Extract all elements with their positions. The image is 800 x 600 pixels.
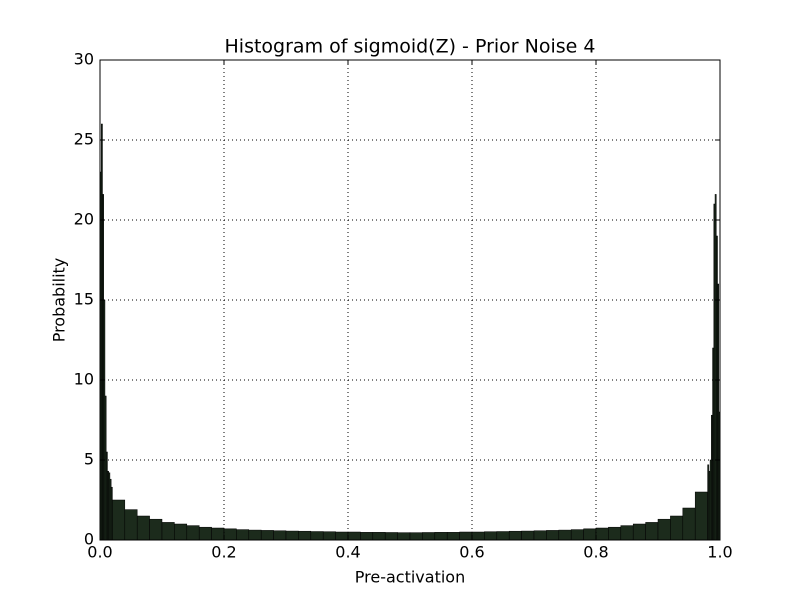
bar [285, 530, 299, 541]
bar [136, 515, 150, 541]
bar [608, 526, 622, 541]
bar [112, 499, 126, 541]
bar [570, 529, 584, 541]
bar [484, 531, 498, 541]
bar [397, 532, 411, 541]
bar [694, 491, 708, 541]
bar [670, 515, 684, 541]
bar [124, 509, 138, 541]
chart-title: Histogram of sigmoid(Z) - Prior Noise 4 [225, 36, 596, 58]
x-tick-label: 1.0 [707, 543, 732, 562]
bar [384, 532, 398, 541]
bar [459, 531, 473, 541]
bar [496, 531, 510, 541]
bar [620, 525, 634, 541]
x-tick-label: 0.4 [335, 543, 360, 562]
y-axis-label: Probability [50, 258, 69, 343]
bar [521, 530, 535, 541]
bar [471, 531, 485, 541]
bar [645, 522, 659, 541]
y-tick-label: 20 [74, 210, 94, 229]
bar [546, 530, 560, 541]
x-tick-label: 0.0 [87, 543, 112, 562]
bar [347, 531, 361, 541]
bar [446, 532, 460, 541]
bar [149, 518, 163, 541]
y-tick-label: 30 [74, 50, 94, 69]
bar [298, 530, 312, 541]
bar [360, 532, 374, 541]
x-axis-label: Pre-activation [355, 568, 465, 587]
bar [558, 529, 572, 541]
bar [322, 531, 336, 541]
bar [174, 523, 188, 541]
plot-frame [99, 59, 721, 541]
bar [260, 530, 274, 541]
bar [422, 532, 436, 541]
bar [161, 522, 175, 541]
bar [434, 532, 448, 541]
bar [273, 530, 287, 541]
bar [533, 530, 547, 541]
bar [198, 526, 212, 541]
bar [335, 531, 349, 541]
x-tick-label: 0.6 [459, 543, 484, 562]
bar [508, 530, 522, 541]
bar [223, 528, 237, 541]
bar [310, 531, 324, 541]
y-tick-label: 0 [84, 530, 94, 549]
x-tick-label: 0.2 [211, 543, 236, 562]
bar [186, 525, 200, 541]
bar [595, 527, 609, 541]
bar [248, 529, 262, 541]
bar [583, 528, 597, 541]
y-tick-label: 15 [74, 290, 94, 309]
y-tick-label: 10 [74, 370, 94, 389]
bar [211, 527, 225, 541]
bar [682, 507, 696, 541]
y-tick-label: 25 [74, 130, 94, 149]
bar [409, 532, 423, 541]
bar [236, 529, 250, 541]
bar [372, 532, 386, 541]
y-tick-label: 5 [84, 450, 94, 469]
bar [657, 518, 671, 541]
bar [632, 523, 646, 541]
x-tick-label: 0.8 [583, 543, 608, 562]
